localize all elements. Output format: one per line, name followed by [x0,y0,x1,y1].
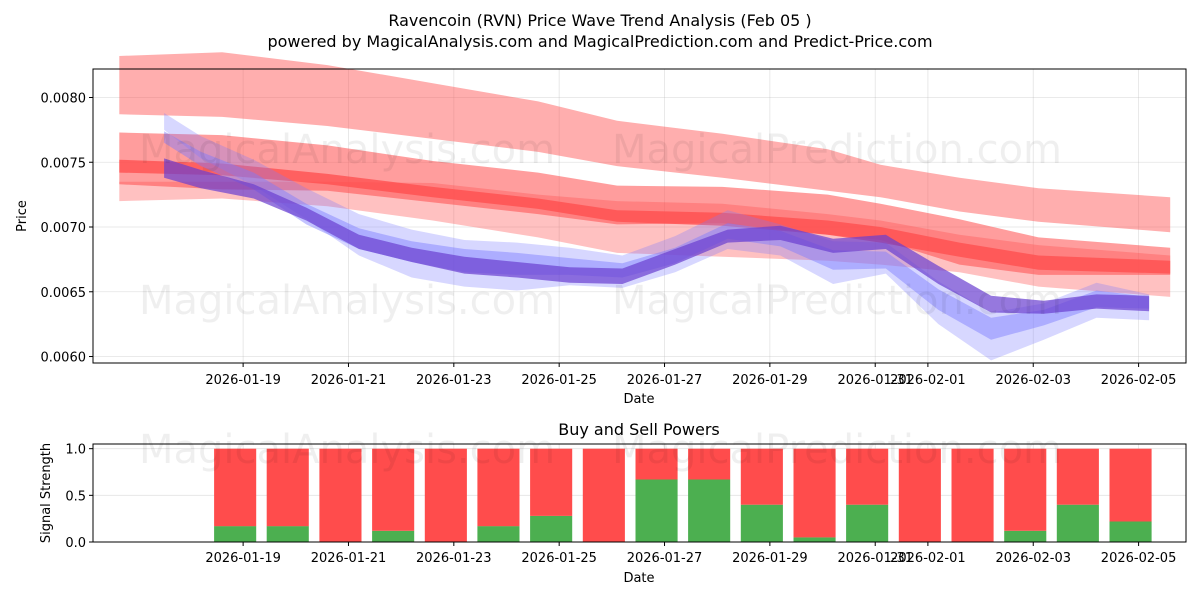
buy-bar [1109,521,1152,542]
signal-bars-group [214,448,1152,542]
sell-bar [635,448,678,480]
chart-title-line1: Ravencoin (RVN) Price Wave Trend Analysi… [388,11,811,30]
sell-bar [951,448,994,542]
signal-y-tick-label: 0.5 [65,489,86,504]
buy-bar [372,530,415,542]
signal-x-tick-label: 2026-01-25 [521,551,597,566]
sell-bar [1109,448,1152,522]
buy-bar [530,515,573,542]
price-band-price-trend-core [119,159,1171,274]
sell-bar [740,448,783,505]
price-series-group [119,52,1171,361]
signal-y-ticks: 0.0 0.5 1.0 [65,443,93,551]
sell-bar [319,448,362,542]
price-y-ticks: 0.0060 0.0065 0.0070 0.0075 0.0080 [41,91,93,366]
sell-bar [582,448,625,542]
signal-x-tick-label: 2026-02-03 [995,551,1071,566]
signal-x-tick-label: 2026-01-27 [627,551,703,566]
watermark-analysis-bottom: MagicalAnalysis.com [139,427,555,473]
watermarks: MagicalAnalysis.com MagicalPrediction.co… [139,127,1062,473]
watermark-prediction-bottom: MagicalPrediction.com [612,427,1062,473]
price-x-tick-label: 2026-01-19 [205,373,281,388]
price-band-predicted-wave-lower-band [119,181,1171,297]
buy-bar [1004,530,1047,542]
price-band-actual-price-purple [164,158,1150,314]
chart-title-line2: powered by MagicalAnalysis.com and Magic… [267,32,932,51]
price-y-axis-label: Price [15,200,30,232]
sell-bar [793,448,836,538]
signal-x-axis-label: Date [623,571,654,586]
signal-plot-frame [92,443,1187,543]
price-x-tick-label: 2026-02-01 [890,373,966,388]
sell-bar [530,448,573,516]
price-y-tick-label: 0.0080 [41,91,87,106]
price-x-tick-label: 2026-01-31 [837,373,913,388]
price-x-tick-label: 2026-01-27 [627,373,703,388]
watermark-analysis-mid: MagicalAnalysis.com [139,278,555,324]
price-band-predicted-wave-upper-band [119,52,1171,233]
price-x-tick-label: 2026-01-23 [416,373,492,388]
price-panel: 0.0060 0.0065 0.0070 0.0075 0.0080 2026-01-1… [15,52,1187,407]
sell-bar [688,448,731,480]
buy-bar [846,504,889,542]
signal-x-tick-label: 2026-02-01 [890,551,966,566]
price-x-ticks: 2026-01-19 2026-01-21 2026-01-23 2026-01-25… [205,363,1176,388]
buy-bar [1056,504,1099,542]
sell-bar [898,448,941,542]
price-y-tick-label: 0.0075 [41,156,87,171]
signal-chart-title: Buy and Sell Powers [558,420,720,439]
signal-y-axis-label: Signal Strength [39,443,54,543]
signal-x-tick-label: 2026-01-29 [732,551,808,566]
signal-x-tick-label: 2026-01-19 [205,551,281,566]
signal-x-tick-label: 2026-01-23 [416,551,492,566]
price-y-tick-label: 0.0065 [41,286,87,301]
sell-bar [372,448,415,531]
sell-bar [214,448,257,527]
buy-bar [793,537,836,542]
price-x-tick-label: 2026-02-03 [995,373,1071,388]
signal-panel: Buy and Sell Powers 0.0 0.5 1.0 2026-01-19… [39,420,1187,586]
signal-x-tick-label: 2026-01-31 [837,551,913,566]
sell-bar [424,448,467,542]
price-x-axis-label: Date [623,392,654,407]
price-x-tick-label: 2026-01-29 [732,373,808,388]
signal-x-tick-label: 2026-02-05 [1101,551,1177,566]
buy-bar [635,479,678,542]
sell-bar [846,448,889,505]
price-y-tick-label: 0.0060 [41,351,87,366]
signal-x-ticks: 2026-01-19 2026-01-21 2026-01-23 2026-01-25… [205,542,1176,566]
watermark-prediction-top: MagicalPrediction.com [612,127,1062,173]
watermark-prediction-mid: MagicalPrediction.com [612,278,1062,324]
signal-y-tick-label: 0.0 [65,536,86,551]
sell-bar [266,448,309,527]
price-y-tick-label: 0.0070 [41,221,87,236]
signal-x-tick-label: 2026-01-21 [311,551,387,566]
signal-y-tick-label: 1.0 [65,443,86,458]
buy-bar [266,526,309,542]
sell-bar [1004,448,1047,531]
price-x-tick-label: 2026-01-21 [311,373,387,388]
sell-bar [1056,448,1099,505]
price-plot-frame [92,68,1187,364]
buy-bar [688,479,731,542]
price-x-tick-label: 2026-02-05 [1101,373,1177,388]
price-x-tick-label: 2026-01-25 [521,373,597,388]
sell-bar [477,448,520,527]
buy-bar [740,504,783,542]
watermark-analysis-top: MagicalAnalysis.com [139,127,555,173]
buy-bar [477,526,520,542]
buy-bar [214,526,257,542]
